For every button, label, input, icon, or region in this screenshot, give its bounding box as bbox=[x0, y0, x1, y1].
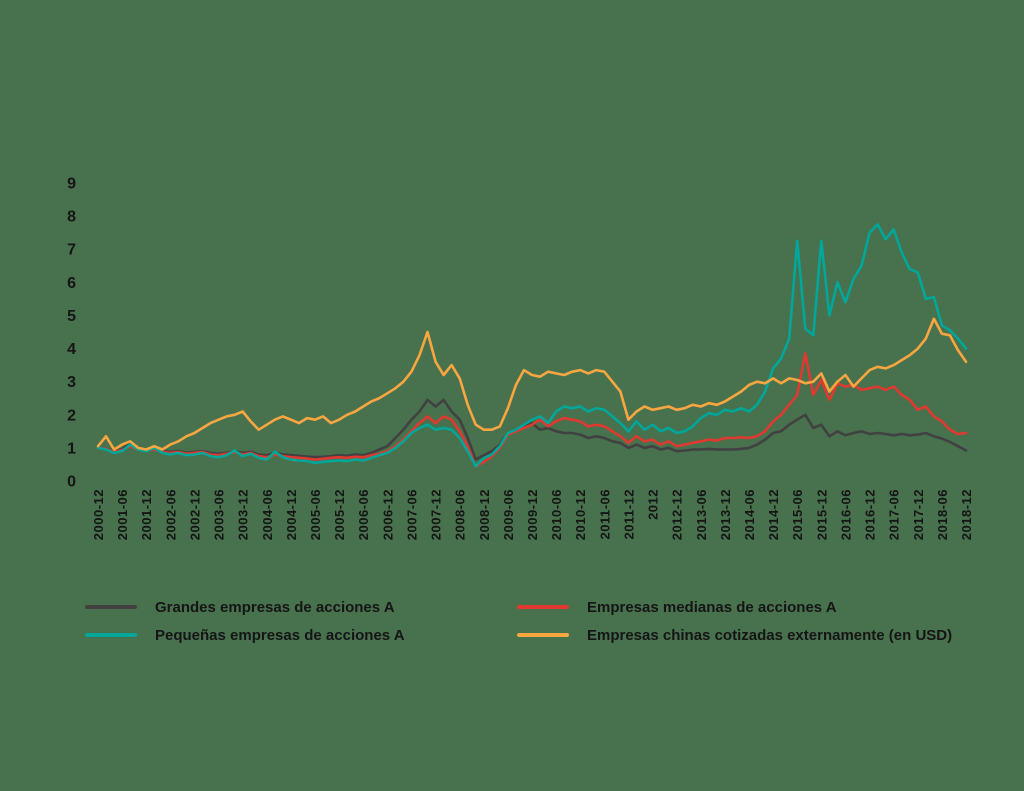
x-tick-label: 2009-06 bbox=[501, 489, 516, 540]
legend-label-pequenas: Pequeñas empresas de acciones A bbox=[155, 626, 405, 644]
series-line-medianas bbox=[96, 352, 968, 468]
x-tick-label: 2005-12 bbox=[332, 489, 347, 540]
y-tick-label: 0 bbox=[67, 474, 76, 491]
legend-swatch-grandes bbox=[85, 605, 137, 609]
x-tick-label: 2005-06 bbox=[308, 489, 323, 540]
y-tick-label: 9 bbox=[67, 176, 76, 193]
x-tick-label: 2009-12 bbox=[525, 489, 540, 540]
legend-item-pequenas: Pequeñas empresas de acciones A bbox=[85, 626, 405, 644]
x-tick-label: 2016-06 bbox=[838, 489, 853, 540]
legend-label-grandes: Grandes empresas de acciones A bbox=[155, 598, 395, 616]
x-tick-label: 2000-12 bbox=[91, 489, 106, 540]
x-tick-label: 2018-12 bbox=[959, 489, 974, 540]
x-tick-label: 2014-06 bbox=[742, 489, 757, 540]
x-tick-label: 2004-12 bbox=[284, 489, 299, 540]
x-tick-label: 2006-12 bbox=[380, 489, 395, 540]
x-tick-label: 2008-06 bbox=[453, 489, 468, 540]
legend-swatch-pequenas bbox=[85, 633, 137, 637]
x-tick-label: 2015-12 bbox=[814, 489, 829, 540]
series-line-pequenas bbox=[96, 223, 968, 468]
x-tick-label: 2002-06 bbox=[163, 489, 178, 540]
y-tick-label: 5 bbox=[67, 308, 76, 325]
x-tick-label: 2013-12 bbox=[718, 489, 733, 540]
x-tick-label: 2017-12 bbox=[911, 489, 926, 540]
series-line-grandes bbox=[96, 398, 968, 461]
x-tick-label: 2017-06 bbox=[887, 489, 902, 540]
y-tick-label: 7 bbox=[67, 242, 76, 259]
legend-swatch-chinas bbox=[517, 633, 569, 637]
x-tick-label: 2013-06 bbox=[694, 489, 709, 540]
x-tick-label: 2016-12 bbox=[863, 489, 878, 540]
x-tick-label: 2012-12 bbox=[670, 489, 685, 540]
legend-item-medianas: Empresas medianas de acciones A bbox=[517, 598, 837, 616]
legend-item-chinas: Empresas chinas cotizadas externamente (… bbox=[517, 626, 952, 644]
x-tick-label: 2008-12 bbox=[477, 489, 492, 540]
y-tick-label: 2 bbox=[67, 407, 76, 424]
x-tick-label: 2011-12 bbox=[621, 489, 636, 540]
legend-label-chinas: Empresas chinas cotizadas externamente (… bbox=[587, 626, 953, 644]
x-tick-label: 2015-06 bbox=[790, 489, 805, 540]
x-tick-label: 2006-06 bbox=[356, 489, 371, 540]
legend-label-medianas: Empresas medianas de acciones A bbox=[587, 598, 837, 616]
x-tick-label: 2001-12 bbox=[139, 489, 154, 540]
y-tick-label: 6 bbox=[67, 275, 76, 292]
x-tick-label: 2007-12 bbox=[429, 489, 444, 540]
series-line-chinas bbox=[96, 317, 968, 451]
legend-item-grandes: Grandes empresas de acciones A bbox=[85, 598, 395, 616]
y-tick-label: 4 bbox=[67, 341, 76, 358]
legend-swatch-medianas bbox=[517, 605, 569, 609]
x-tick-label: 2014-12 bbox=[766, 489, 781, 540]
x-tick-label: 2004-06 bbox=[260, 489, 275, 540]
y-tick-label: 1 bbox=[67, 440, 76, 457]
x-tick-label: 2001-06 bbox=[115, 489, 130, 540]
x-tick-label: 2012 bbox=[646, 489, 661, 520]
y-tick-label: 8 bbox=[67, 209, 76, 226]
x-tick-label: 2018-06 bbox=[935, 489, 950, 540]
x-tick-label: 2003-12 bbox=[236, 489, 251, 540]
y-tick-label: 3 bbox=[67, 374, 76, 391]
x-tick-label: 2002-12 bbox=[187, 489, 202, 540]
x-tick-label: 2010-06 bbox=[549, 489, 564, 540]
x-tick-label: 2003-06 bbox=[212, 489, 227, 540]
x-tick-label: 2011-06 bbox=[597, 489, 612, 540]
x-tick-label: 2007-06 bbox=[404, 489, 419, 540]
x-tick-label: 2010-12 bbox=[573, 489, 588, 540]
